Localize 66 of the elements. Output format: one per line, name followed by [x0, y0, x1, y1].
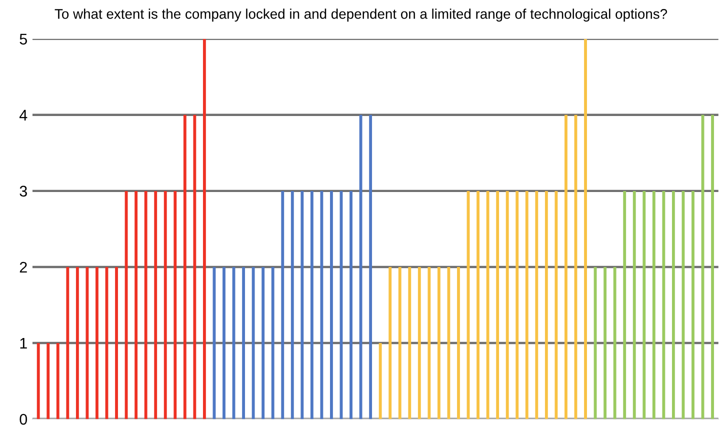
y-tick-label: 0: [20, 414, 28, 425]
bar: [330, 190, 333, 420]
y-tick-label: 4: [19, 110, 28, 120]
bar: [584, 38, 587, 420]
bar: [632, 190, 636, 420]
bar: [525, 190, 528, 420]
bar: [496, 190, 500, 420]
y-tick-label: 1: [20, 338, 27, 349]
bar: [672, 190, 675, 420]
bar: [506, 190, 509, 420]
bar: [476, 190, 480, 420]
bar: [124, 190, 128, 420]
bar: [535, 190, 538, 420]
bar: [76, 266, 79, 420]
bar: [486, 190, 490, 420]
bar: [642, 190, 646, 420]
bar: [281, 190, 284, 420]
bar: [222, 266, 226, 420]
bar: [692, 190, 694, 420]
bar: [202, 38, 206, 420]
bar: [56, 343, 60, 420]
bar: [154, 190, 158, 420]
bar: [144, 190, 148, 420]
bar: [66, 266, 70, 420]
bar: [115, 266, 118, 420]
y-tick-label: 5: [20, 34, 27, 45]
bar: [350, 190, 352, 420]
y-tick-label: 2: [20, 262, 27, 273]
bar: [623, 190, 626, 420]
bar: [252, 266, 255, 420]
bar: [193, 114, 196, 420]
bar: [320, 190, 324, 420]
bar: [174, 190, 177, 420]
bar: [428, 266, 431, 420]
bar: [183, 114, 186, 420]
bar: [408, 266, 412, 420]
chart-title: To what extent is the company locked in and dependent on a limited range of technological options?: [54, 8, 668, 22]
bar: [418, 266, 421, 420]
bar: [242, 266, 245, 420]
bar: [554, 190, 558, 420]
bar: [300, 190, 304, 420]
bar: [613, 266, 616, 420]
bar: [652, 190, 656, 420]
bar: [544, 190, 548, 420]
bar: [36, 343, 40, 420]
bar: [437, 266, 440, 420]
bar: [662, 190, 666, 420]
bar: [290, 190, 294, 420]
bar: [398, 266, 402, 420]
bar: [711, 114, 714, 420]
bar: [164, 190, 167, 420]
bar: [604, 266, 607, 420]
bar: [271, 266, 274, 420]
bar: [310, 190, 314, 420]
bar: [378, 343, 382, 420]
bar: [46, 343, 50, 420]
bar: [369, 114, 372, 420]
bar: [457, 266, 460, 420]
bar: [134, 190, 138, 420]
bar: [516, 190, 519, 420]
bar: [388, 266, 392, 420]
bar: [564, 114, 568, 420]
bar: [96, 266, 98, 420]
bar: [86, 266, 89, 420]
bar: [262, 266, 265, 420]
y-tick-label: 3: [20, 186, 27, 197]
